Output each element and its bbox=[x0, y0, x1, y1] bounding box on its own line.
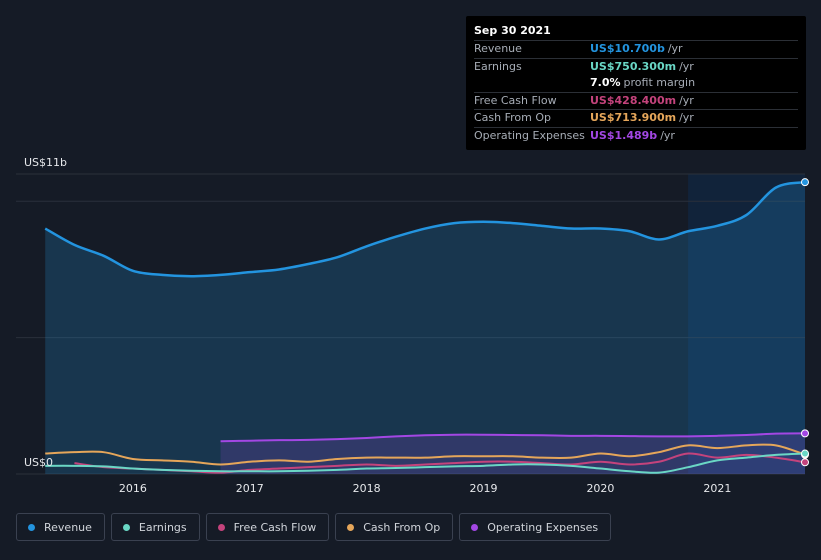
legend-dot-icon bbox=[28, 523, 35, 531]
tooltip-row-value: US$1.489b bbox=[590, 128, 658, 142]
legend-label: Revenue bbox=[44, 520, 92, 534]
chart-legend: Revenue Earnings Free Cash Flow Cash From O… bbox=[16, 513, 612, 541]
cash-from-op-line bbox=[45, 443, 806, 466]
revenue-area bbox=[45, 182, 805, 474]
legend-dot-icon bbox=[217, 523, 225, 531]
chart-plot: 2016 2017 2018 2019 2020 2021 bbox=[16, 173, 809, 495]
legend-label: Free Cash Flow bbox=[233, 520, 317, 534]
y-axis-bottom-label: US$0 bbox=[24, 456, 54, 469]
earnings-end-point bbox=[801, 449, 809, 458]
revenue-end-point bbox=[801, 178, 809, 187]
legend-item-free-cash-flow[interactable]: Free Cash Flow bbox=[205, 513, 330, 541]
legend-dot-icon bbox=[122, 523, 130, 531]
tooltip-row-suffix: /yr bbox=[660, 128, 675, 142]
tooltip-row-label: Operating Expenses bbox=[474, 128, 585, 142]
tooltip-row-value: US$10.700b bbox=[590, 42, 665, 55]
highlight-band bbox=[688, 174, 805, 474]
legend-dot-icon bbox=[471, 523, 479, 531]
x-tick-label-2020: 2020 bbox=[586, 482, 614, 495]
legend-item-operating-expenses[interactable]: Operating Expenses bbox=[459, 513, 612, 541]
tooltip-row-suffix: profit margin bbox=[623, 76, 696, 89]
legend-label: Earnings bbox=[138, 520, 187, 534]
legend-item-revenue[interactable]: Revenue bbox=[16, 513, 105, 541]
tooltip-row: Free Cash Flow US$428.400m/yr bbox=[474, 91, 798, 110]
tooltip-row: Operating Expenses US$1.489b/yr bbox=[474, 126, 798, 145]
x-tick-label-2021: 2021 bbox=[703, 482, 731, 495]
legend-label: Cash From Op bbox=[363, 520, 441, 534]
x-tick-label-2016: 2016 bbox=[119, 482, 147, 495]
tooltip-row: 7.0% profit margin bbox=[474, 75, 798, 92]
legend-item-cash-from-op[interactable]: Cash From Op bbox=[335, 513, 454, 541]
tooltip-row-suffix: /yr bbox=[679, 111, 694, 124]
tooltip-row-value: US$713.900m bbox=[590, 111, 677, 124]
tooltip-row: Earnings US$750.300m/yr bbox=[474, 57, 798, 76]
x-tick-label-2018: 2018 bbox=[353, 482, 381, 495]
legend-label: Operating Expenses bbox=[487, 520, 599, 534]
x-tick-label-2017: 2017 bbox=[236, 482, 264, 495]
free-cash-flow-end-point bbox=[801, 458, 809, 467]
tooltip-row: Cash From Op US$713.900m/yr bbox=[474, 109, 798, 127]
legend-item-earnings[interactable]: Earnings bbox=[110, 513, 200, 541]
tooltip-row-label: Free Cash Flow bbox=[474, 93, 557, 107]
tooltip-row-suffix: /yr bbox=[679, 59, 694, 73]
tooltip-row-value: US$428.400m bbox=[590, 93, 677, 107]
operating-expenses-end-point bbox=[801, 429, 809, 438]
tooltip-row-label: Revenue bbox=[474, 42, 522, 55]
tooltip-row-value: US$750.300m bbox=[590, 59, 677, 73]
operating-expenses-line bbox=[220, 432, 806, 443]
tooltip-date: Sep 30 2021 bbox=[474, 24, 551, 37]
data-tooltip: Sep 30 2021 Revenue US$10.700b/yr Earnings… bbox=[466, 16, 806, 150]
tooltip-row-suffix: /yr bbox=[679, 93, 694, 107]
tooltip-row-label: Cash From Op bbox=[474, 111, 552, 124]
tooltip-row-label: Earnings bbox=[474, 59, 522, 73]
legend-dot-icon bbox=[347, 523, 355, 531]
tooltip-row-label bbox=[474, 75, 590, 92]
tooltip-row-value: 7.0% bbox=[590, 76, 621, 89]
y-axis-top-label: US$11b bbox=[24, 156, 68, 169]
tooltip-row-suffix: /yr bbox=[667, 42, 683, 55]
revenue-line bbox=[44, 180, 806, 278]
x-tick-label-2019: 2019 bbox=[470, 482, 498, 495]
earnings-line bbox=[45, 452, 806, 474]
tooltip-row: Revenue US$10.700b/yr bbox=[474, 40, 798, 58]
